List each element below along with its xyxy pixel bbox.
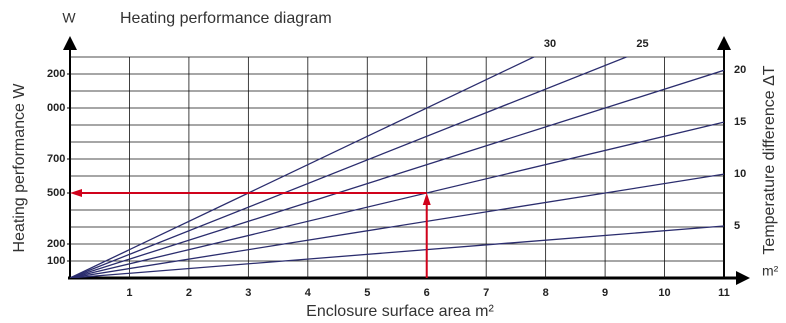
chart-title: Heating performance diagram [120,10,332,27]
annotation-arrowhead [422,193,431,205]
series-label: 5 [734,220,740,232]
x-unit: m² [762,263,779,279]
y-tick-label: 200 [47,68,65,80]
y-axis-label: Heating performance W [11,83,28,253]
x-arrow [736,271,750,285]
series-line [70,57,629,278]
x-tick-label: 3 [245,287,251,299]
x-tick-label: 6 [424,287,430,299]
y-tick-label: 500 [47,187,65,199]
series-line [70,57,536,278]
series-label: 20 [734,64,746,76]
y-tick-label: 100 [47,255,65,267]
y-tick-label: 200 [47,238,65,250]
series-line [70,69,724,278]
series-label: 25 [636,38,648,50]
y-arrow [63,36,77,50]
series-line [70,121,724,278]
x-tick-label: 2 [186,287,192,299]
series-label: 30 [544,38,556,50]
series-label: 15 [734,116,746,128]
x-tick-label: 7 [483,287,489,299]
lines [70,57,724,278]
series-line [70,173,724,278]
y-unit: W [62,10,76,26]
x-tick-label: 9 [602,287,608,299]
x-tick-label: 5 [364,287,370,299]
x-tick-label: 10 [658,287,670,299]
series-label: 10 [734,168,746,180]
x-tick-label: 4 [305,287,312,299]
y2-arrow [717,36,731,50]
y-tick-label: 000 [47,102,65,114]
x-tick-label: 8 [543,287,549,299]
x-axis-label: Enclosure surface area m² [306,303,494,320]
annotation-arrowhead [70,189,82,197]
y2-axis-label: Temperature difference ΔT [761,65,778,254]
x-tick-label: 11 [718,287,730,299]
grid [70,56,725,278]
x-tick-label: 1 [126,287,132,299]
series-line [70,225,724,278]
y-tick-label: 700 [47,153,65,165]
